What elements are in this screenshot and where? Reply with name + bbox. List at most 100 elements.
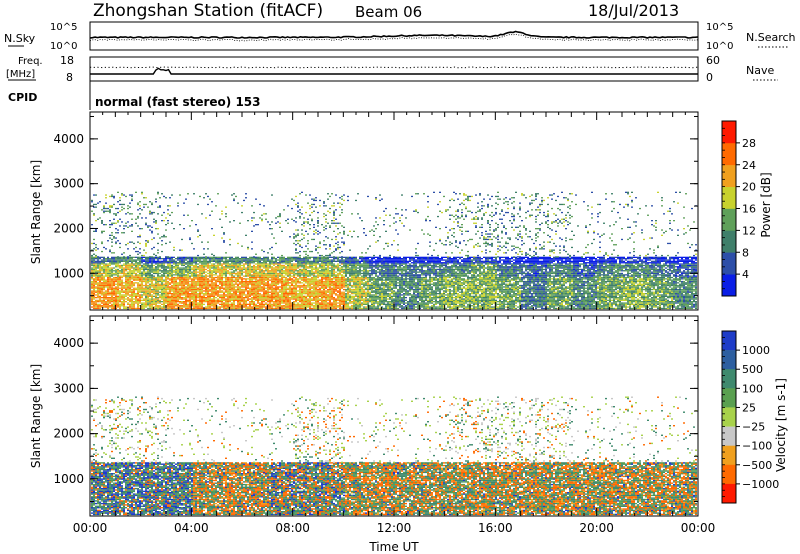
- heatmap-cell: [133, 298, 135, 299]
- heatmap-cell: [135, 274, 137, 275]
- heatmap-cell: [117, 302, 119, 303]
- heatmap-cell: [145, 252, 147, 253]
- heatmap-cell: [99, 286, 101, 287]
- heatmap-cell: [143, 280, 145, 281]
- heatmap-cell: [113, 305, 115, 306]
- heatmap-cell: [123, 267, 125, 268]
- heatmap-cell: [161, 282, 163, 283]
- heatmap-cell: [99, 269, 101, 270]
- heatmap-cell: [127, 212, 129, 213]
- heatmap-cell: [141, 217, 143, 218]
- heatmap-cell: [123, 292, 125, 293]
- heatmap-cell: [137, 217, 139, 218]
- heatmap-cell: [141, 290, 143, 291]
- heatmap-cell: [125, 284, 127, 285]
- heatmap-cell: [139, 257, 141, 258]
- heatmap-cell: [149, 306, 151, 307]
- heatmap-cell: [125, 308, 127, 309]
- heatmap-cell: [163, 288, 165, 289]
- heatmap-cell: [111, 292, 113, 293]
- heatmap-cell: [123, 300, 125, 301]
- heatmap-cell: [123, 204, 125, 205]
- heatmap-cell: [111, 294, 113, 295]
- heatmap-cell: [143, 259, 145, 260]
- heatmap-cell: [105, 266, 107, 267]
- heatmap-cell: [137, 216, 139, 217]
- heatmap-cell: [159, 276, 161, 277]
- heatmap-cell: [115, 228, 117, 229]
- heatmap-cell: [135, 266, 137, 267]
- heatmap-cell: [97, 293, 99, 294]
- heatmap-cell: [151, 304, 153, 305]
- heatmap-cell: [135, 259, 137, 260]
- heatmap-cell: [161, 265, 163, 266]
- heatmap-cell: [103, 305, 105, 306]
- heatmap-cell: [117, 290, 119, 291]
- heatmap-cell: [147, 261, 149, 262]
- heatmap-cell: [157, 273, 159, 274]
- heatmap-cell: [143, 267, 145, 268]
- heatmap-cell: [135, 297, 137, 298]
- heatmap-cell: [143, 270, 145, 271]
- heatmap-cell: [155, 269, 157, 270]
- heatmap-cell: [103, 296, 105, 297]
- heatmap-cell: [133, 288, 135, 289]
- heatmap-cell: [147, 276, 149, 277]
- heatmap-cell: [97, 308, 99, 309]
- heatmap-cell: [103, 306, 105, 307]
- heatmap-cell: [143, 261, 145, 262]
- heatmap-cell: [161, 267, 163, 268]
- heatmap-cell: [151, 284, 153, 285]
- heatmap-cell: [119, 259, 121, 260]
- heatmap-cell: [135, 308, 137, 309]
- heatmap-cell: [137, 278, 139, 279]
- heatmap-cell: [153, 288, 155, 289]
- heatmap-cell: [103, 278, 105, 279]
- heatmap-cell: [117, 261, 119, 262]
- heatmap-cell: [115, 215, 117, 216]
- heatmap-cell: [115, 300, 117, 301]
- heatmap-cell: [105, 211, 107, 212]
- heatmap-cell: [155, 290, 157, 291]
- heatmap-cell: [107, 302, 109, 303]
- heatmap-cell: [105, 293, 107, 294]
- heatmap-cell: [133, 270, 135, 271]
- heatmap-cell: [127, 258, 129, 259]
- power-heatmap: [91, 192, 697, 309]
- heatmap-cell: [151, 262, 153, 263]
- heatmap-cell: [121, 280, 123, 281]
- heatmap-cell: [111, 269, 113, 270]
- heatmap-cell: [111, 278, 113, 279]
- heatmap-cell: [123, 263, 125, 264]
- heatmap-cell: [119, 305, 121, 306]
- heatmap-cell: [121, 272, 123, 273]
- heatmap-cell: [127, 289, 129, 290]
- heatmap-cell: [161, 236, 163, 237]
- heatmap-cell: [155, 298, 157, 299]
- heatmap-cell: [103, 280, 105, 281]
- heatmap-cell: [93, 286, 95, 287]
- heatmap-cell: [129, 292, 131, 293]
- heatmap-cell: [121, 292, 123, 293]
- heatmap-cell: [161, 298, 163, 299]
- heatmap-cell: [129, 225, 131, 226]
- heatmap-cell: [137, 254, 139, 255]
- heatmap-cell: [109, 265, 111, 266]
- heatmap-cell: [161, 288, 163, 289]
- heatmap-cell: [139, 248, 141, 249]
- heatmap-cell: [141, 274, 143, 275]
- heatmap-cell: [121, 301, 123, 302]
- heatmap-cell: [113, 196, 115, 197]
- heatmap-cell: [139, 208, 141, 209]
- heatmap-cell: [103, 273, 105, 274]
- heatmap-cell: [97, 270, 99, 271]
- heatmap-cell: [129, 282, 131, 283]
- heatmap-cell: [107, 284, 109, 285]
- heatmap-cell: [115, 257, 117, 258]
- heatmap-cell: [159, 207, 161, 208]
- heatmap-cell: [99, 285, 101, 286]
- heatmap-cell: [127, 267, 129, 268]
- heatmap-cell: [97, 266, 99, 267]
- heatmap-cell: [113, 298, 115, 299]
- heatmap-cell: [127, 281, 129, 282]
